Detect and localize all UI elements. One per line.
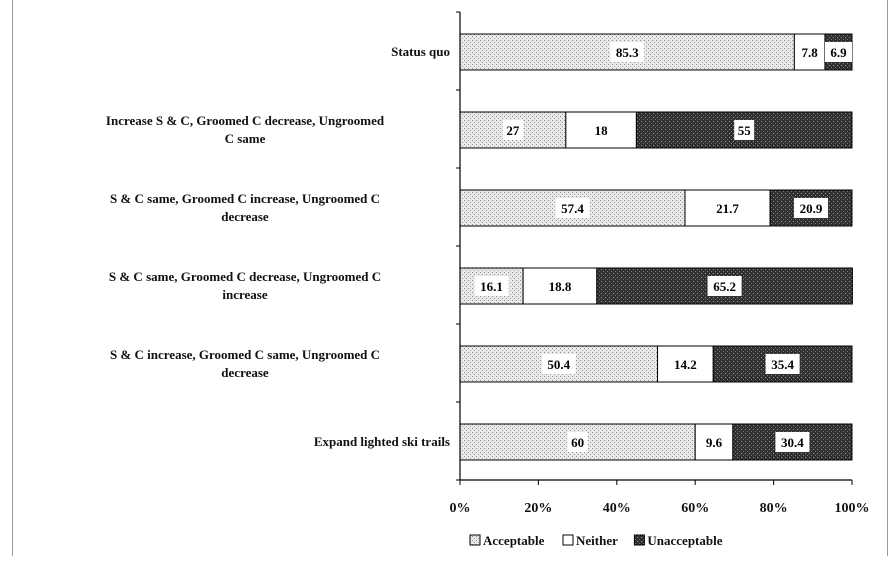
legend: Acceptable Neither Unacceptable <box>469 533 723 548</box>
category-label: Status quo <box>391 44 450 59</box>
data-label: 30.4 <box>781 435 804 450</box>
data-label: 27 <box>506 123 520 138</box>
x-tick-label: 80% <box>760 501 788 516</box>
data-label-box <box>794 198 829 218</box>
data-label-box <box>710 198 745 218</box>
x-tick-labels: 0% 20% 40% 60% 80% 100% <box>450 501 870 516</box>
legend-swatch-neither <box>562 534 574 546</box>
axes <box>456 11 853 485</box>
chart-frame <box>12 0 888 556</box>
data-label-box <box>591 120 612 140</box>
category-label: S & C increase, Groomed C same, Ungroome… <box>110 347 380 380</box>
data-label: 6.9 <box>830 45 847 60</box>
data-label-box <box>734 120 755 140</box>
data-label-box <box>542 276 577 296</box>
data-label: 57.4 <box>561 201 584 216</box>
data-label-box <box>567 432 588 452</box>
data-label-box <box>541 354 576 374</box>
data-label-box <box>610 42 645 62</box>
data-label-box <box>796 42 824 62</box>
x-tick-label: 0% <box>450 501 471 516</box>
data-label: 18.8 <box>549 279 572 294</box>
data-label-box <box>775 432 810 452</box>
data-label: 21.7 <box>716 201 739 216</box>
data-label-box <box>502 120 523 140</box>
data-label: 9.6 <box>706 435 723 450</box>
bar-segment-neither <box>684 189 771 227</box>
data-label: 20.9 <box>800 201 823 216</box>
legend-label-acceptable: Acceptable <box>483 533 545 548</box>
data-label-box <box>765 354 800 374</box>
bar-segment-acceptable <box>459 345 659 383</box>
data-label: 55 <box>738 123 752 138</box>
data-label: 50.4 <box>547 357 570 372</box>
legend-label-unacceptable: Unacceptable <box>647 533 722 548</box>
data-label-box <box>555 198 590 218</box>
x-tick-label: 20% <box>524 501 552 516</box>
data-label-box <box>668 354 703 374</box>
data-label: 35.4 <box>771 357 794 372</box>
data-label: 16.1 <box>480 279 503 294</box>
legend-swatch-unacceptable <box>633 534 645 546</box>
bar-group: 85.3 7.8 6.9 27 18 55 57.4 21.7 20.9 16.1 18.8 65.2… <box>459 33 853 461</box>
category-label: S & C same, Groomed C decrease, Ungroome… <box>109 269 381 302</box>
category-label: Increase S & C, Groomed C decrease, Ungr… <box>106 113 385 146</box>
data-label-box <box>474 276 509 296</box>
data-label-box <box>707 276 742 296</box>
x-tick-label: 40% <box>603 501 631 516</box>
data-label: 18 <box>595 123 609 138</box>
data-label: 65.2 <box>713 279 736 294</box>
data-label: 60 <box>571 435 584 450</box>
legend-label-neither: Neither <box>576 533 618 548</box>
legend-swatch-acceptable <box>469 534 481 546</box>
data-label: 85.3 <box>616 45 639 60</box>
x-tick-label: 60% <box>681 501 709 516</box>
x-tick-label: 100% <box>835 501 870 516</box>
category-label: Expand lighted ski trails <box>314 434 450 449</box>
data-label-box <box>824 42 852 62</box>
category-label: S & C same, Groomed C increase, Ungroome… <box>110 191 380 224</box>
data-label-box <box>700 432 728 452</box>
category-labels: Status quo Increase S & C, Groomed C decr… <box>106 44 450 449</box>
data-label: 7.8 <box>802 45 819 60</box>
data-label: 14.2 <box>674 357 697 372</box>
